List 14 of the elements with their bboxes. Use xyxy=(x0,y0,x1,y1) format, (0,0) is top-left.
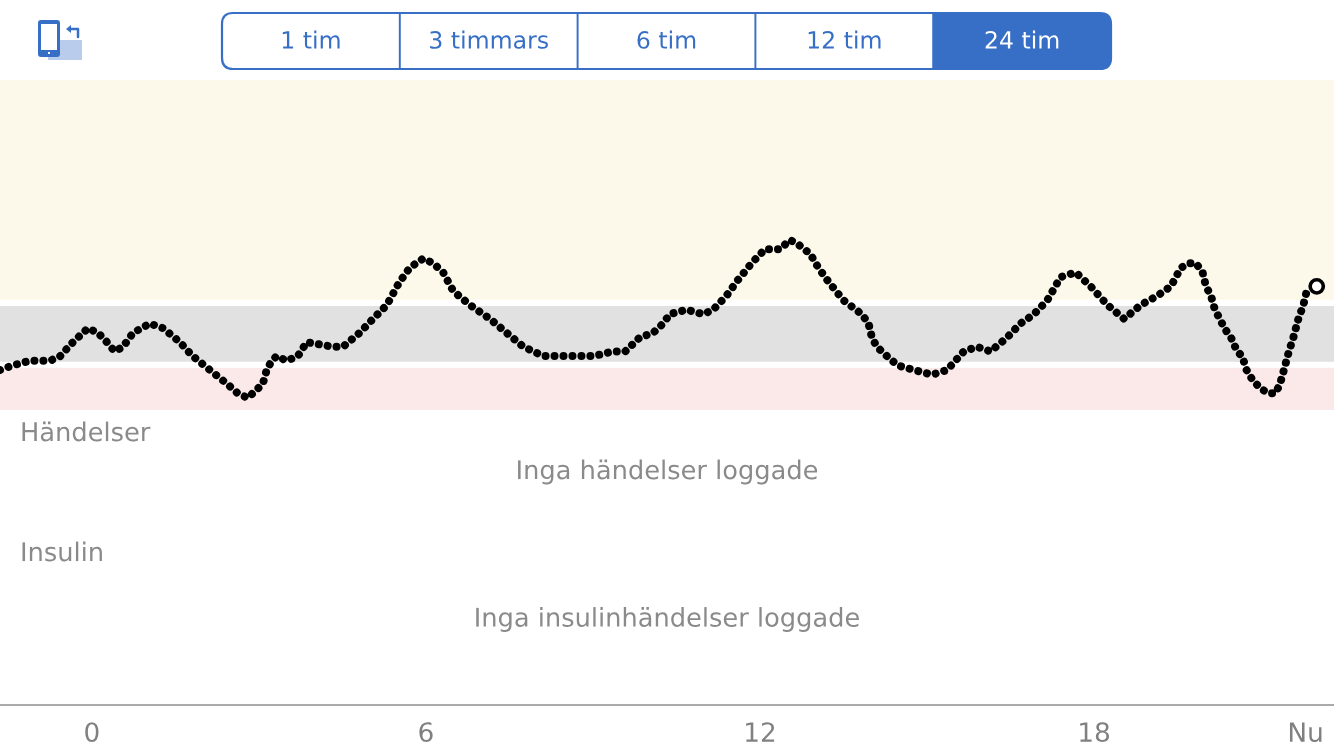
x-tick-label: 12 xyxy=(746,722,775,742)
annotation: Inga händelser loggade xyxy=(518,459,818,485)
category-label: 24 tim xyxy=(985,30,1059,49)
annotation: Inga insulinhändelser loggade xyxy=(476,607,859,632)
text: Händelser xyxy=(22,421,151,442)
x-tick-label: 18 xyxy=(1080,722,1110,743)
category-label: 12 tim xyxy=(808,30,881,49)
category-label: 3 timmars xyxy=(430,30,548,49)
x-tick-label: 6 xyxy=(419,722,433,743)
x-tick-label: 0 xyxy=(85,722,99,743)
text: Insulin xyxy=(22,541,102,562)
x-tick-label: Nu xyxy=(1289,722,1322,743)
category-label: 1 tim xyxy=(282,30,340,49)
category-label: 6 tim xyxy=(637,30,696,49)
